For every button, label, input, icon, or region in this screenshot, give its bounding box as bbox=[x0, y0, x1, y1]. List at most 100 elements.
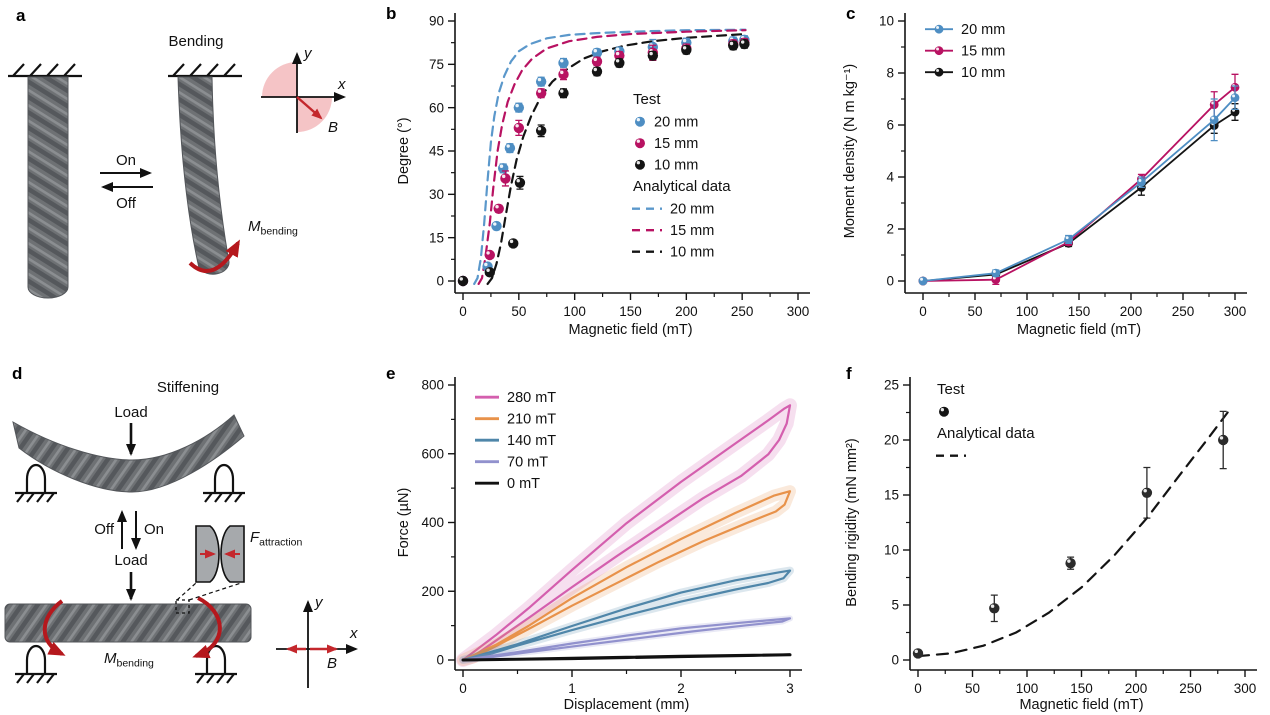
data-point-marker bbox=[491, 220, 502, 232]
panel-label-f: f bbox=[846, 364, 852, 383]
y-tick-label: 6 bbox=[886, 118, 894, 133]
data-point-marker bbox=[647, 50, 659, 61]
data-point-marker bbox=[1065, 558, 1076, 569]
data-point-marker bbox=[614, 57, 625, 69]
legend: Test 20 mm 15 mm 10 mm Analytical data 20 mm 1… bbox=[632, 91, 731, 261]
fixed-wall-hatch-right bbox=[168, 63, 242, 78]
panel-label-c: c bbox=[846, 4, 856, 23]
x-tick-label: 150 bbox=[1070, 681, 1093, 696]
straight-fiber-rod bbox=[27, 76, 69, 299]
data-point-marker bbox=[991, 268, 1001, 278]
data-point-marker bbox=[535, 88, 547, 99]
data-point-marker bbox=[498, 163, 509, 174]
x-tick-label: 3 bbox=[786, 681, 794, 696]
b-field-label: B bbox=[328, 119, 338, 136]
series-140mT bbox=[459, 566, 794, 664]
x-tick-label: 1 bbox=[568, 681, 576, 696]
data-point-marker bbox=[484, 249, 495, 261]
load-label-top: Load bbox=[114, 404, 147, 421]
data-point-marker bbox=[934, 46, 944, 56]
x-tick-label: 100 bbox=[1016, 681, 1039, 696]
field-direction-inset: y x B bbox=[261, 45, 346, 136]
y-tick-label: 200 bbox=[421, 584, 444, 599]
y-tick-label: 2 bbox=[886, 222, 894, 237]
legend: Test Analytical data bbox=[936, 381, 1035, 457]
y-tick-label: 0 bbox=[891, 653, 899, 668]
data-point-marker bbox=[635, 159, 645, 170]
data-point-marker bbox=[934, 24, 944, 34]
legend-header: Test bbox=[937, 381, 965, 398]
data-point-marker bbox=[939, 406, 949, 417]
legend-label: 15 mm bbox=[670, 223, 714, 239]
data-point-marker bbox=[457, 275, 469, 287]
data-point-marker bbox=[1230, 93, 1240, 103]
y-axis-label: y bbox=[303, 45, 313, 62]
x-tick-label: 50 bbox=[967, 304, 982, 319]
series-0mT bbox=[461, 653, 792, 662]
y-tick-label: 15 bbox=[884, 488, 899, 503]
pin-support-top-left bbox=[15, 463, 57, 503]
x-tick-label: 100 bbox=[563, 304, 586, 319]
x-tick-label: 50 bbox=[511, 304, 526, 319]
y-tick-label: 0 bbox=[436, 274, 444, 289]
x-tick-label: 250 bbox=[1179, 681, 1202, 696]
axes: 0 50 100 150 200 250 300 0 5 10 15 20 25 Magnetic fie… bbox=[844, 377, 1257, 713]
y-tick-label: 400 bbox=[421, 515, 444, 530]
y-axis-title: Moment density (N m kg⁻¹) bbox=[842, 64, 858, 238]
x-tick-label: 150 bbox=[619, 304, 642, 319]
x-axis-label: x bbox=[337, 76, 346, 93]
bending-moment-arrow-icon bbox=[188, 239, 240, 273]
data-point-marker bbox=[591, 56, 603, 67]
y-tick-label: 800 bbox=[421, 378, 444, 393]
x-tick-label: 300 bbox=[787, 304, 810, 319]
legend-label: 140 mT bbox=[507, 433, 556, 449]
data-point-marker bbox=[508, 238, 519, 249]
x-tick-label: 0 bbox=[459, 304, 467, 319]
series-analytical-20mm bbox=[473, 28, 747, 285]
y-tick-label: 0 bbox=[886, 274, 894, 289]
y-tick-label: 25 bbox=[884, 378, 899, 393]
pin-support-top-right bbox=[203, 463, 245, 503]
x-tick-label: 200 bbox=[1125, 681, 1148, 696]
x-tick-label: 250 bbox=[731, 304, 754, 319]
data-point-marker bbox=[989, 603, 1000, 614]
bent-fiber-rod bbox=[177, 76, 230, 275]
y-tick-label: 8 bbox=[886, 66, 894, 81]
y-tick-label: 5 bbox=[891, 598, 899, 613]
data-point-marker bbox=[1141, 487, 1153, 498]
y-tick-label: 20 bbox=[884, 433, 899, 448]
data-point-marker bbox=[1209, 115, 1219, 125]
series-20mm bbox=[918, 85, 1240, 286]
data-point-marker bbox=[558, 88, 569, 99]
data-point-marker bbox=[513, 122, 525, 134]
y-axis-title: Degree (°) bbox=[396, 117, 412, 184]
legend-label: 280 mT bbox=[507, 390, 556, 406]
bending-moment-label: Mbending bbox=[248, 218, 298, 238]
data-point-marker bbox=[1064, 235, 1073, 244]
x-axis-title: Magnetic field (mT) bbox=[1019, 697, 1143, 713]
data-point-marker bbox=[1218, 434, 1229, 446]
panel-label-a: a bbox=[16, 6, 26, 25]
y-axis-title: Force (µN) bbox=[396, 488, 412, 558]
off-label: Off bbox=[116, 195, 137, 212]
series-analytical bbox=[916, 411, 1229, 658]
fixed-wall-hatch-left bbox=[8, 63, 82, 78]
panel-label-b: b bbox=[386, 4, 397, 23]
y-tick-label: 0 bbox=[436, 653, 444, 668]
y-tick-label: 75 bbox=[429, 57, 444, 72]
panel-a-bending-diagram: Bending On Off Mbending y x B bbox=[8, 33, 346, 299]
x-axis-label: x bbox=[349, 625, 358, 642]
data-point-marker bbox=[535, 76, 547, 87]
legend-label: 20 mm bbox=[961, 22, 1005, 38]
y-tick-label: 4 bbox=[886, 170, 894, 185]
legend-label: 20 mm bbox=[654, 115, 698, 131]
data-point-marker bbox=[535, 125, 547, 136]
zoom-region-box bbox=[175, 599, 190, 614]
panel-f-bending-rigidity-chart: 0 50 100 150 200 250 300 0 5 10 15 20 25 Magnetic fie… bbox=[844, 377, 1257, 713]
zoom-leader-lines bbox=[176, 582, 242, 601]
data-point-marker bbox=[918, 276, 928, 286]
x-axis-title: Magnetic field (mT) bbox=[568, 322, 692, 338]
series-70mT bbox=[460, 615, 793, 663]
legend: 280 mT 210 mT 140 mT 70 mT 0 mT bbox=[475, 390, 556, 492]
axes: 0 50 100 150 200 250 300 0 15 30 45 60 75 90 Magnetic … bbox=[396, 13, 810, 338]
